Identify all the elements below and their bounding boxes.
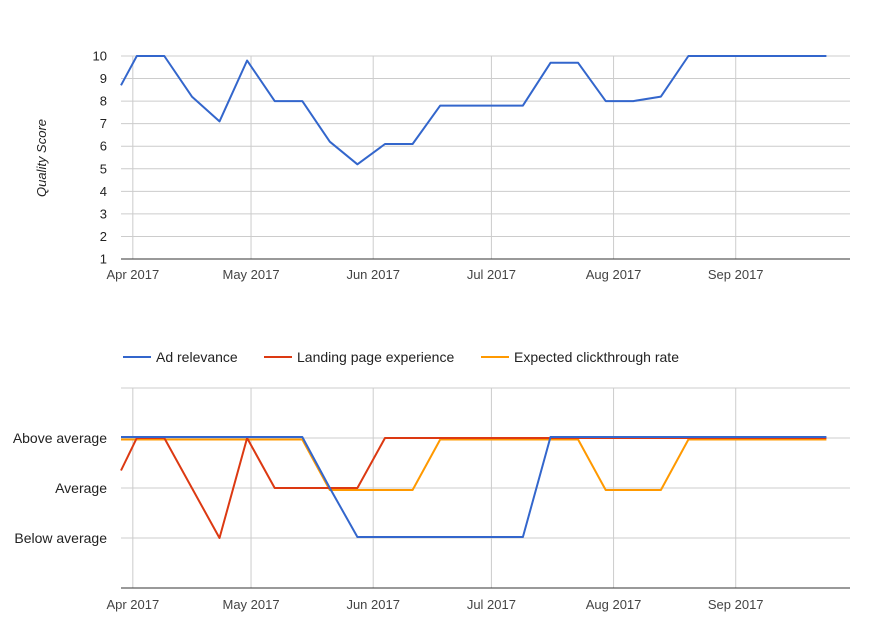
x-tick-label: Sep 2017 [708, 597, 764, 612]
legend-label: Landing page experience [297, 349, 454, 365]
x-tick-label: Apr 2017 [106, 597, 159, 612]
x-tick-label: May 2017 [222, 597, 279, 612]
y-axis-label: Quality Score [34, 119, 49, 197]
x-tick-label: Aug 2017 [586, 597, 642, 612]
quality-score-chart: Quality Score 1 2 3 4 5 6 7 8 9 10 Apr 2017 May 201… [34, 49, 850, 282]
y-tick-label: 5 [100, 161, 107, 176]
expected-clickthrough-rate-line [121, 438, 827, 491]
x-tick-label: Apr 2017 [106, 267, 159, 282]
y-category-label: Average [55, 480, 107, 496]
y-tick-label: 6 [100, 139, 107, 154]
y-category-label: Below average [14, 530, 107, 546]
x-tick-label: Sep 2017 [708, 267, 764, 282]
legend-label: Ad relevance [156, 349, 238, 365]
x-tick-label: Jul 2017 [467, 597, 516, 612]
y-tick-label: 10 [93, 49, 107, 64]
x-tick-label: Jun 2017 [346, 267, 400, 282]
ad-relevance-line [121, 436, 827, 538]
y-tick-label: 2 [100, 229, 107, 244]
x-tick-label: Jun 2017 [346, 597, 400, 612]
x-tick-label: Aug 2017 [586, 267, 642, 282]
y-tick-label: 4 [100, 184, 107, 199]
x-tick-label: May 2017 [222, 267, 279, 282]
score-components-chart: Ad relevance Landing page experience Expec… [13, 349, 850, 612]
y-tick-label: 3 [100, 206, 107, 221]
y-tick-label: 8 [100, 94, 107, 109]
quality-score-line [120, 55, 827, 166]
y-tick-label: 9 [100, 71, 107, 86]
y-category-label: Above average [13, 430, 107, 446]
y-tick-label: 7 [100, 116, 107, 131]
x-tick-label: Jul 2017 [467, 267, 516, 282]
legend-label: Expected clickthrough rate [514, 349, 679, 365]
y-tick-label: 1 [100, 252, 107, 267]
